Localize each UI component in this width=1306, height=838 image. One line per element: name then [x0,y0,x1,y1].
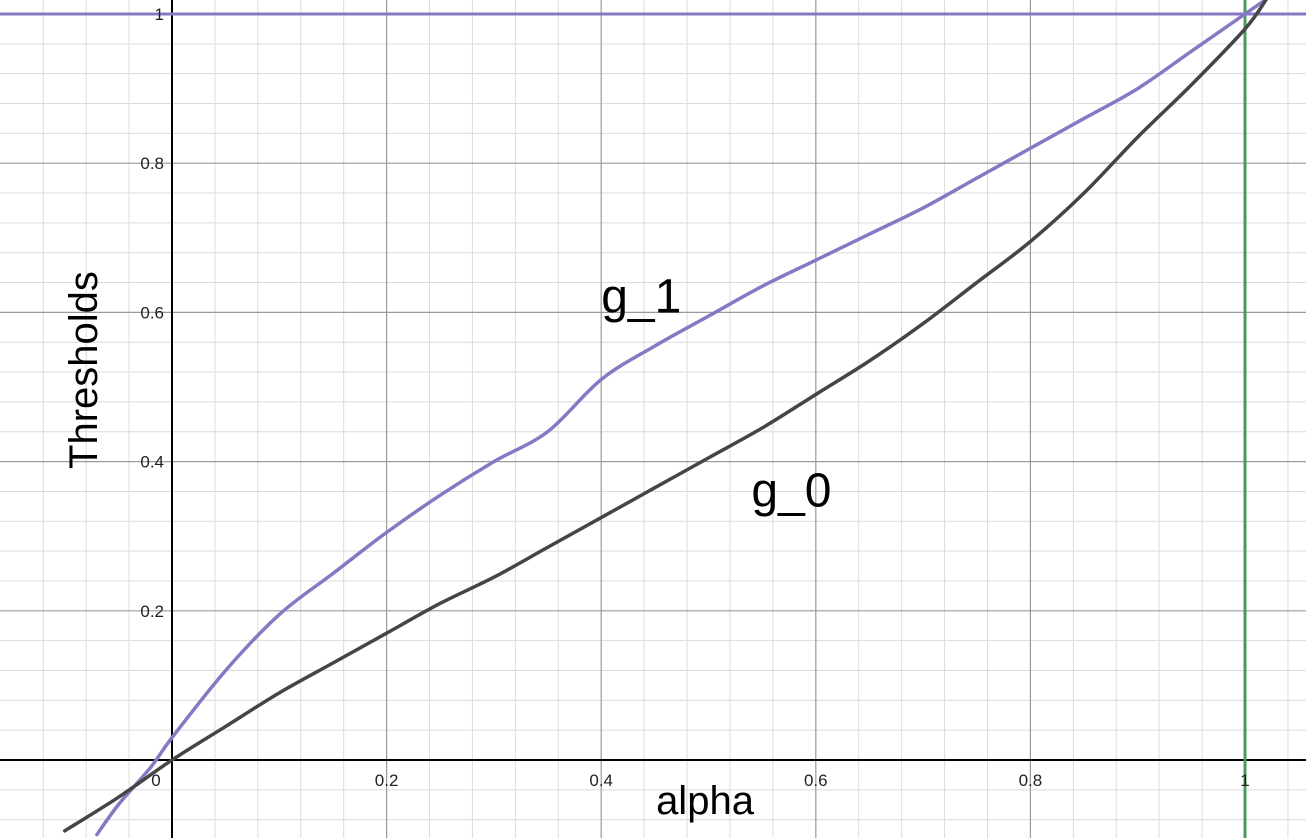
y-tick-label: 1 [155,5,164,24]
y-axis-title: Thresholds [62,271,106,469]
series-lines [62,0,1269,837]
y-tick-label: 0.8 [140,154,164,173]
x-tick-label: 0.8 [1019,771,1043,790]
x-tick-label: 1 [1240,771,1249,790]
y-tick-label: 0.4 [140,453,164,472]
curve-label: g_0 [751,464,831,517]
tick-labels: 0 0.2 0.4 0.6 0.8 1 0.2 0.4 0.6 0.8 1 [140,5,1249,790]
x-axis-title: alpha [656,779,755,823]
series-line-g1 [95,0,1269,837]
x-tick-label: 0.2 [375,771,399,790]
curve-annotations: g_1 g_0 [601,270,831,517]
curve-label: g_1 [601,270,681,323]
y-tick-label: 0.6 [140,303,164,322]
y-tick-label: 0.2 [140,602,164,621]
x-tick-label: 0 [151,771,160,790]
series-line-g0 [62,0,1268,833]
x-tick-label: 0.4 [589,771,613,790]
x-tick-label: 0.6 [804,771,828,790]
